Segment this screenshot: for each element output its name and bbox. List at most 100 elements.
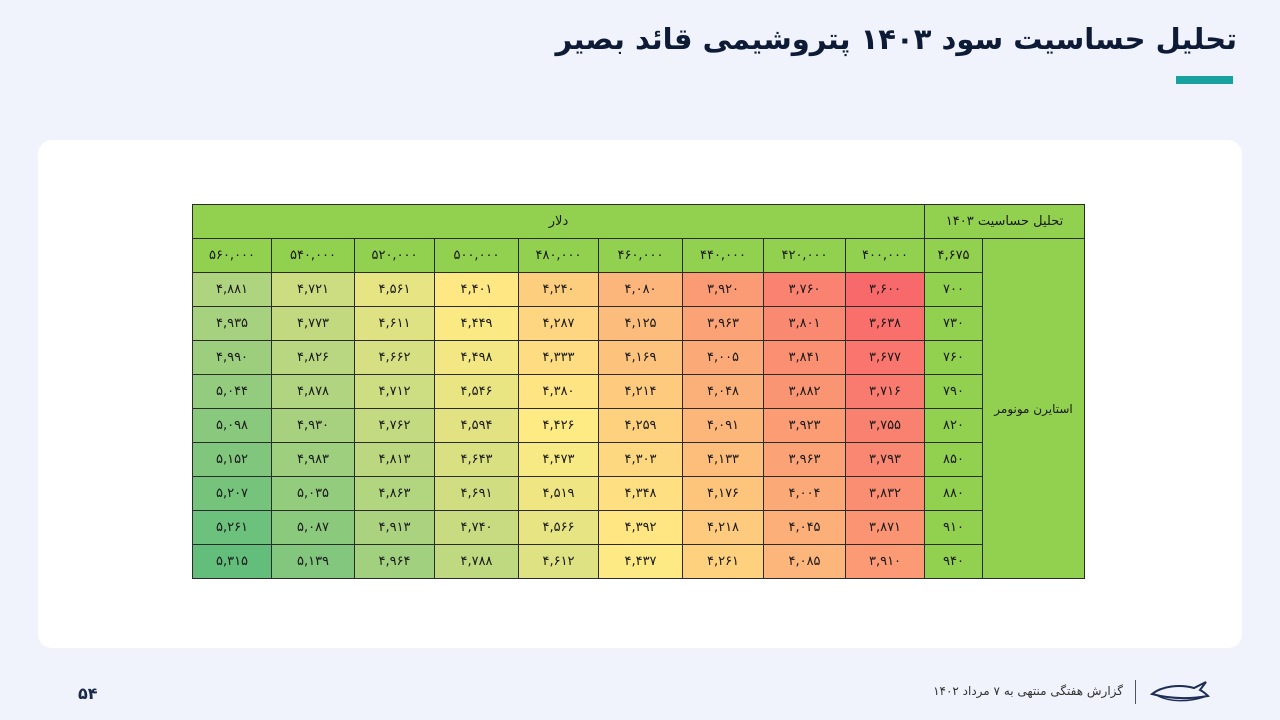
page-title: تحلیل حساسیت سود ۱۴۰۳ پتروشیمی قائد بصیر xyxy=(555,22,1238,56)
table-cell: ۴,۱۳۳ xyxy=(682,442,764,477)
table-cell: ۴,۳۰۳ xyxy=(598,442,683,477)
table-cell: ۴,۵۶۶ xyxy=(518,510,599,545)
column-header: ۵۶۰,۰۰۰ xyxy=(192,238,272,273)
table-cell: ۴,۸۶۳ xyxy=(354,476,435,511)
table-cell: ۴,۴۴۹ xyxy=(434,306,519,341)
table-cell: ۴,۹۳۵ xyxy=(192,306,272,341)
page-number: ۵۴ xyxy=(78,684,98,703)
column-header: ۴۶۰,۰۰۰ xyxy=(598,238,683,273)
table-cell: ۴,۳۴۸ xyxy=(598,476,683,511)
table-cell: ۴,۲۵۹ xyxy=(598,408,683,443)
table-cell: ۳,۸۰۱ xyxy=(763,306,846,341)
table-cell: ۴,۹۸۳ xyxy=(271,442,355,477)
table-cell: ۴,۶۶۲ xyxy=(354,340,435,375)
table-cell: ۴,۰۴۵ xyxy=(763,510,846,545)
table-cell: ۳,۷۹۳ xyxy=(845,442,925,477)
table-cell: ۵,۰۴۴ xyxy=(192,374,272,409)
table-cell: ۳,۶۷۷ xyxy=(845,340,925,375)
company-logo xyxy=(1150,681,1210,702)
row-header: ۷۰۰ xyxy=(924,272,983,307)
table-cell: ۳,۸۴۱ xyxy=(763,340,846,375)
table-cell: ۴,۱۲۵ xyxy=(598,306,683,341)
row-header: ۹۴۰ xyxy=(924,544,983,579)
table-cell: ۴,۰۸۰ xyxy=(598,272,683,307)
currency-header: دلار xyxy=(192,204,925,239)
table-cell: ۴,۸۷۸ xyxy=(271,374,355,409)
column-header: ۴۸۰,۰۰۰ xyxy=(518,238,599,273)
table-cell: ۴,۷۷۳ xyxy=(271,306,355,341)
table-cell: ۴,۷۴۰ xyxy=(434,510,519,545)
row-header: ۷۹۰ xyxy=(924,374,983,409)
column-header: ۴۴۰,۰۰۰ xyxy=(682,238,764,273)
table-row: ۵,۰۴۴ ۴,۸۷۸ ۴,۷۱۲ ۴,۵۴۶ ۴,۳۸۰ ۴,۲۱۴ ۴,۰۴۸ ۳,۸۸۲… xyxy=(192,374,1085,409)
table-cell: ۴,۵۹۴ xyxy=(434,408,519,443)
column-header: ۴۲۰,۰۰۰ xyxy=(763,238,846,273)
column-header: ۵۴۰,۰۰۰ xyxy=(271,238,355,273)
table-cell: ۳,۷۱۶ xyxy=(845,374,925,409)
table-cell: ۴,۲۶۱ xyxy=(682,544,764,579)
table-cell: ۴,۴۰۱ xyxy=(434,272,519,307)
table-cell: ۴,۳۹۲ xyxy=(598,510,683,545)
table-cell: ۴,۴۲۶ xyxy=(518,408,599,443)
table-cell: ۳,۸۳۲ xyxy=(845,476,925,511)
table-cell: ۵,۰۳۵ xyxy=(271,476,355,511)
table-cell: ۵,۰۸۷ xyxy=(271,510,355,545)
table-cell: ۴,۶۹۱ xyxy=(434,476,519,511)
table-cell: ۴,۸۱۳ xyxy=(354,442,435,477)
table-cell: ۳,۹۱۰ xyxy=(845,544,925,579)
row-header: ۸۵۰ xyxy=(924,442,983,477)
table-cell: ۵,۲۶۱ xyxy=(192,510,272,545)
table-row: ۵,۲۰۷ ۵,۰۳۵ ۴,۸۶۳ ۴,۶۹۱ ۴,۵۱۹ ۴,۳۴۸ ۴,۱۷۶ ۴,۰۰۴… xyxy=(192,476,1085,511)
table-row: ۵,۲۶۱ ۵,۰۸۷ ۴,۹۱۳ ۴,۷۴۰ ۴,۵۶۶ ۴,۳۹۲ ۴,۲۱۸ ۴,۰۴۵… xyxy=(192,510,1085,545)
table-row: ۵,۳۱۵ ۵,۱۳۹ ۴,۹۶۴ ۴,۷۸۸ ۴,۶۱۲ ۴,۴۳۷ ۴,۲۶۱ ۴,۰۸۵… xyxy=(192,544,1085,579)
table-cell: ۴,۶۴۳ xyxy=(434,442,519,477)
table-cell: ۴,۳۸۰ xyxy=(518,374,599,409)
table-cell: ۵,۲۰۷ xyxy=(192,476,272,511)
table-cell: ۴,۹۳۰ xyxy=(271,408,355,443)
table-cell: ۵,۰۹۸ xyxy=(192,408,272,443)
table-cell: ۴,۷۲۱ xyxy=(271,272,355,307)
table-cell: ۴,۰۴۸ xyxy=(682,374,764,409)
row-header: ۷۳۰ xyxy=(924,306,983,341)
table-cell: ۴,۴۷۳ xyxy=(518,442,599,477)
row-header: ۷۶۰ xyxy=(924,340,983,375)
table-cell: ۵,۱۵۲ xyxy=(192,442,272,477)
table-cell: ۴,۰۹۱ xyxy=(682,408,764,443)
table-cell: ۴,۷۱۲ xyxy=(354,374,435,409)
column-header: ۵۲۰,۰۰۰ xyxy=(354,238,435,273)
table-cell: ۴,۰۰۴ xyxy=(763,476,846,511)
row-header: ۸۸۰ xyxy=(924,476,983,511)
table-cell: ۴,۵۶۱ xyxy=(354,272,435,307)
table-cell: ۳,۹۲۳ xyxy=(763,408,846,443)
table-cell: ۴,۲۸۷ xyxy=(518,306,599,341)
table-cell: ۳,۷۵۵ xyxy=(845,408,925,443)
table-cell: ۴,۰۸۵ xyxy=(763,544,846,579)
table-row: ۴,۹۳۵ ۴,۷۷۳ ۴,۶۱۱ ۴,۴۴۹ ۴,۲۸۷ ۴,۱۲۵ ۳,۹۶۳ ۳,۸۰۱… xyxy=(192,306,1085,341)
table-cell: ۴,۳۳۳ xyxy=(518,340,599,375)
table-cell: ۴,۷۶۲ xyxy=(354,408,435,443)
table-cell: ۳,۸۸۲ xyxy=(763,374,846,409)
table-cell: ۳,۹۶۳ xyxy=(682,306,764,341)
table-cell: ۴,۸۲۶ xyxy=(271,340,355,375)
table-cell: ۴,۴۳۷ xyxy=(598,544,683,579)
title-accent-bar xyxy=(1176,76,1233,84)
column-header: ۴۰۰,۰۰۰ xyxy=(845,238,925,273)
table-cell: ۳,۹۲۰ xyxy=(682,272,764,307)
table-cell: ۴,۲۱۸ xyxy=(682,510,764,545)
row-header: ۹۱۰ xyxy=(924,510,983,545)
footer-divider xyxy=(1135,680,1136,704)
table-cell: ۳,۷۶۰ xyxy=(763,272,846,307)
table-cell: ۴,۵۱۹ xyxy=(518,476,599,511)
table-cell: ۴,۶۱۲ xyxy=(518,544,599,579)
sensitivity-table: دلار تحلیل حساسیت ۱۴۰۳ ۵۶۰,۰۰۰ ۵۴۰,۰۰۰ ۵۲۰… xyxy=(192,204,1085,579)
table-cell: ۴,۱۶۹ xyxy=(598,340,683,375)
report-footer-text: گزارش هفتگی منتهی به ۷ مرداد ۱۴۰۲ xyxy=(933,684,1123,698)
table-cell: ۳,۶۳۸ xyxy=(845,306,925,341)
table-cell: ۴,۹۱۳ xyxy=(354,510,435,545)
table-cell: ۴,۶۱۱ xyxy=(354,306,435,341)
column-header-row: ۵۶۰,۰۰۰ ۵۴۰,۰۰۰ ۵۲۰,۰۰۰ ۵۰۰,۰۰۰ ۴۸۰,۰۰۰ ۴۶۰,۰… xyxy=(192,238,1085,579)
table-row: ۴,۸۸۱ ۴,۷۲۱ ۴,۵۶۱ ۴,۴۰۱ ۴,۲۴۰ ۴,۰۸۰ ۳,۹۲۰ ۳,۷۶۰… xyxy=(192,272,1085,307)
table-row: ۴,۹۹۰ ۴,۸۲۶ ۴,۶۶۲ ۴,۴۹۸ ۴,۳۳۳ ۴,۱۶۹ ۴,۰۰۵ ۳,۸۴۱… xyxy=(192,340,1085,375)
table-cell: ۴,۸۸۱ xyxy=(192,272,272,307)
table-cell: ۴,۴۹۸ xyxy=(434,340,519,375)
